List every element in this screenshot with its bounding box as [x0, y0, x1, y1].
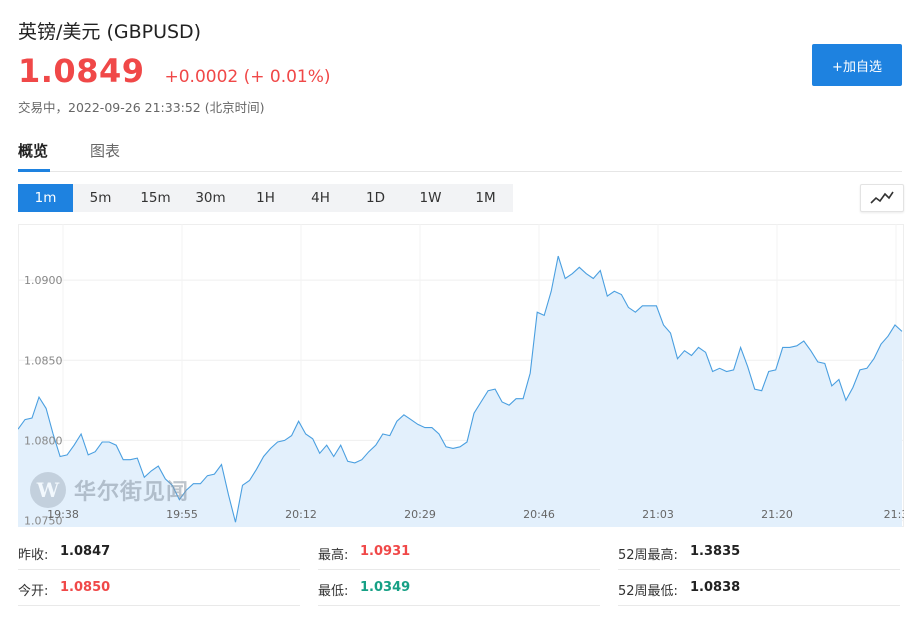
interval-1m[interactable]: 1m	[18, 184, 73, 212]
interval-1mo[interactable]: 1M	[475, 190, 496, 206]
stat-value: 1.0850	[60, 580, 111, 595]
interval-selector: 1m 5m 15m 30m 1H 4H 1D 1W 1M	[18, 184, 513, 212]
stat-value: 1.0349	[360, 580, 411, 595]
x-tick-label: 20:46	[523, 508, 555, 521]
interval-1d[interactable]: 1D	[366, 190, 385, 206]
instrument-title: 英镑/美元 (GBPUSD)	[18, 21, 202, 43]
interval-1h[interactable]: 1H	[256, 190, 275, 206]
y-tick-label: 1.0900	[24, 274, 63, 287]
stat-label: 52周最高:	[618, 548, 678, 563]
current-price: 1.0849	[18, 52, 145, 90]
x-tick-label: 21:20	[761, 508, 793, 521]
x-tick-label: 20:12	[285, 508, 317, 521]
stat-value: 1.0931	[360, 544, 411, 559]
watermark: W 华尔街见闻	[30, 472, 189, 508]
stat-label: 昨收:	[18, 548, 49, 563]
stat-label: 最高:	[318, 548, 349, 563]
tab-bar: 概览 图表	[18, 138, 902, 172]
stat-value: 1.0847	[60, 544, 111, 559]
interval-15m[interactable]: 15m	[140, 190, 171, 206]
x-tick-label: 21:3	[884, 508, 904, 521]
interval-1w[interactable]: 1W	[419, 190, 442, 206]
price-row: 1.0849 +0.0002 (+ 0.01%)	[18, 52, 331, 90]
stat-52w-low: 52周最低: 1.0838	[618, 571, 900, 606]
stat-value: 1.0838	[690, 580, 741, 595]
stat-label: 52周最低:	[618, 584, 678, 599]
watermark-logo: W	[30, 472, 66, 508]
y-tick-label: 1.0850	[24, 354, 63, 367]
interval-5m[interactable]: 5m	[89, 190, 112, 206]
stat-label: 今开:	[18, 584, 49, 599]
interval-4h[interactable]: 4H	[311, 190, 330, 206]
add-to-watchlist-button[interactable]: +加自选	[812, 44, 902, 86]
stat-prev-close: 昨收: 1.0847	[18, 535, 300, 570]
line-chart-icon	[870, 191, 894, 204]
interval-30m[interactable]: 30m	[195, 190, 226, 206]
x-tick-label: 19:55	[166, 508, 198, 521]
stat-label: 最低:	[318, 584, 349, 599]
x-tick-label: 20:29	[404, 508, 436, 521]
stat-low: 最低: 1.0349	[318, 571, 600, 606]
x-tick-label: 21:03	[642, 508, 674, 521]
price-line	[17, 255, 903, 523]
y-tick-label: 1.0750	[24, 515, 63, 527]
active-tab-indicator	[18, 169, 50, 172]
stat-open: 今开: 1.0850	[18, 571, 300, 606]
stat-high: 最高: 1.0931	[318, 535, 600, 570]
price-area	[18, 256, 902, 527]
stat-52w-high: 52周最高: 1.3835	[618, 535, 900, 570]
x-tick-label: 19:38	[47, 508, 79, 521]
tab-overview[interactable]: 概览	[18, 142, 49, 160]
tab-chart[interactable]: 图表	[90, 142, 121, 160]
price-chart[interactable]: 1.0900 1.0850 1.0800 1.0750 19:38 19:55 20:12 2…	[17, 224, 908, 528]
stat-value: 1.3835	[690, 544, 741, 559]
price-change: +0.0002 (+ 0.01%)	[164, 67, 331, 87]
trading-status: 交易中，2022-09-26 21:33:52 (北京时间)	[18, 100, 265, 115]
watermark-text: 华尔街见闻	[74, 479, 190, 505]
chart-type-button[interactable]	[860, 184, 904, 212]
y-tick-label: 1.0800	[24, 434, 63, 447]
